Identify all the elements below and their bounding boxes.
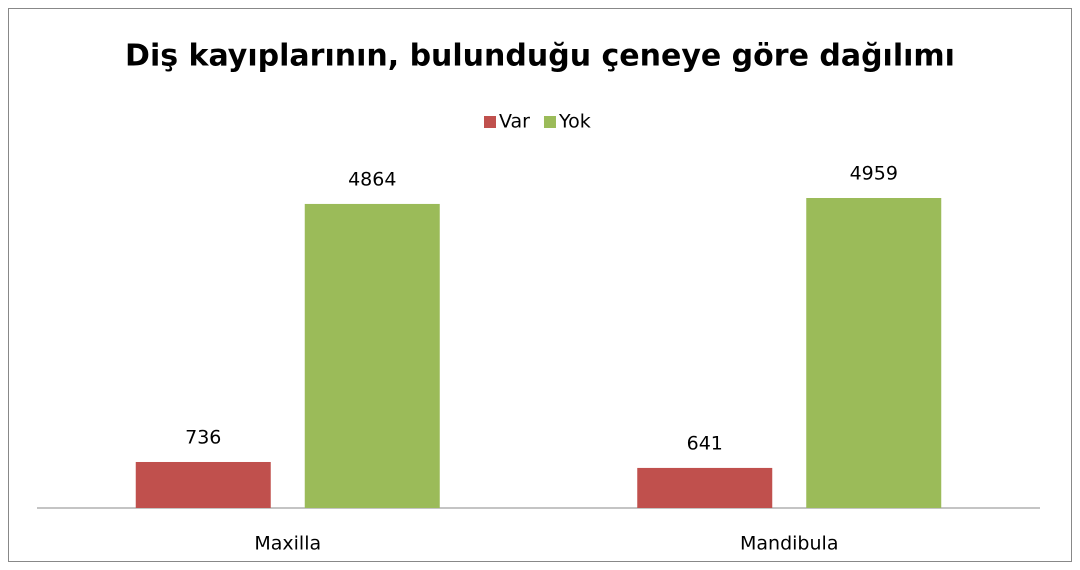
data-label: 4959 [850, 163, 898, 185]
x-tick-label: Maxilla [254, 533, 321, 555]
bar [637, 467, 773, 508]
legend-swatch [484, 116, 496, 128]
chart-title: Diş kayıplarının, bulunduğu çeneye göre … [125, 39, 955, 74]
bar [135, 461, 271, 508]
bar [806, 198, 942, 508]
legend-swatch [543, 116, 556, 128]
legend-label: Var [499, 111, 530, 133]
legend-label: Yok [558, 111, 591, 133]
data-label: 4864 [348, 168, 396, 190]
data-label: 736 [185, 426, 221, 448]
bar [304, 203, 440, 508]
legend: Var Yok [484, 111, 591, 133]
data-label: 641 [687, 432, 723, 454]
x-tick-label: Mandibula [740, 533, 838, 555]
